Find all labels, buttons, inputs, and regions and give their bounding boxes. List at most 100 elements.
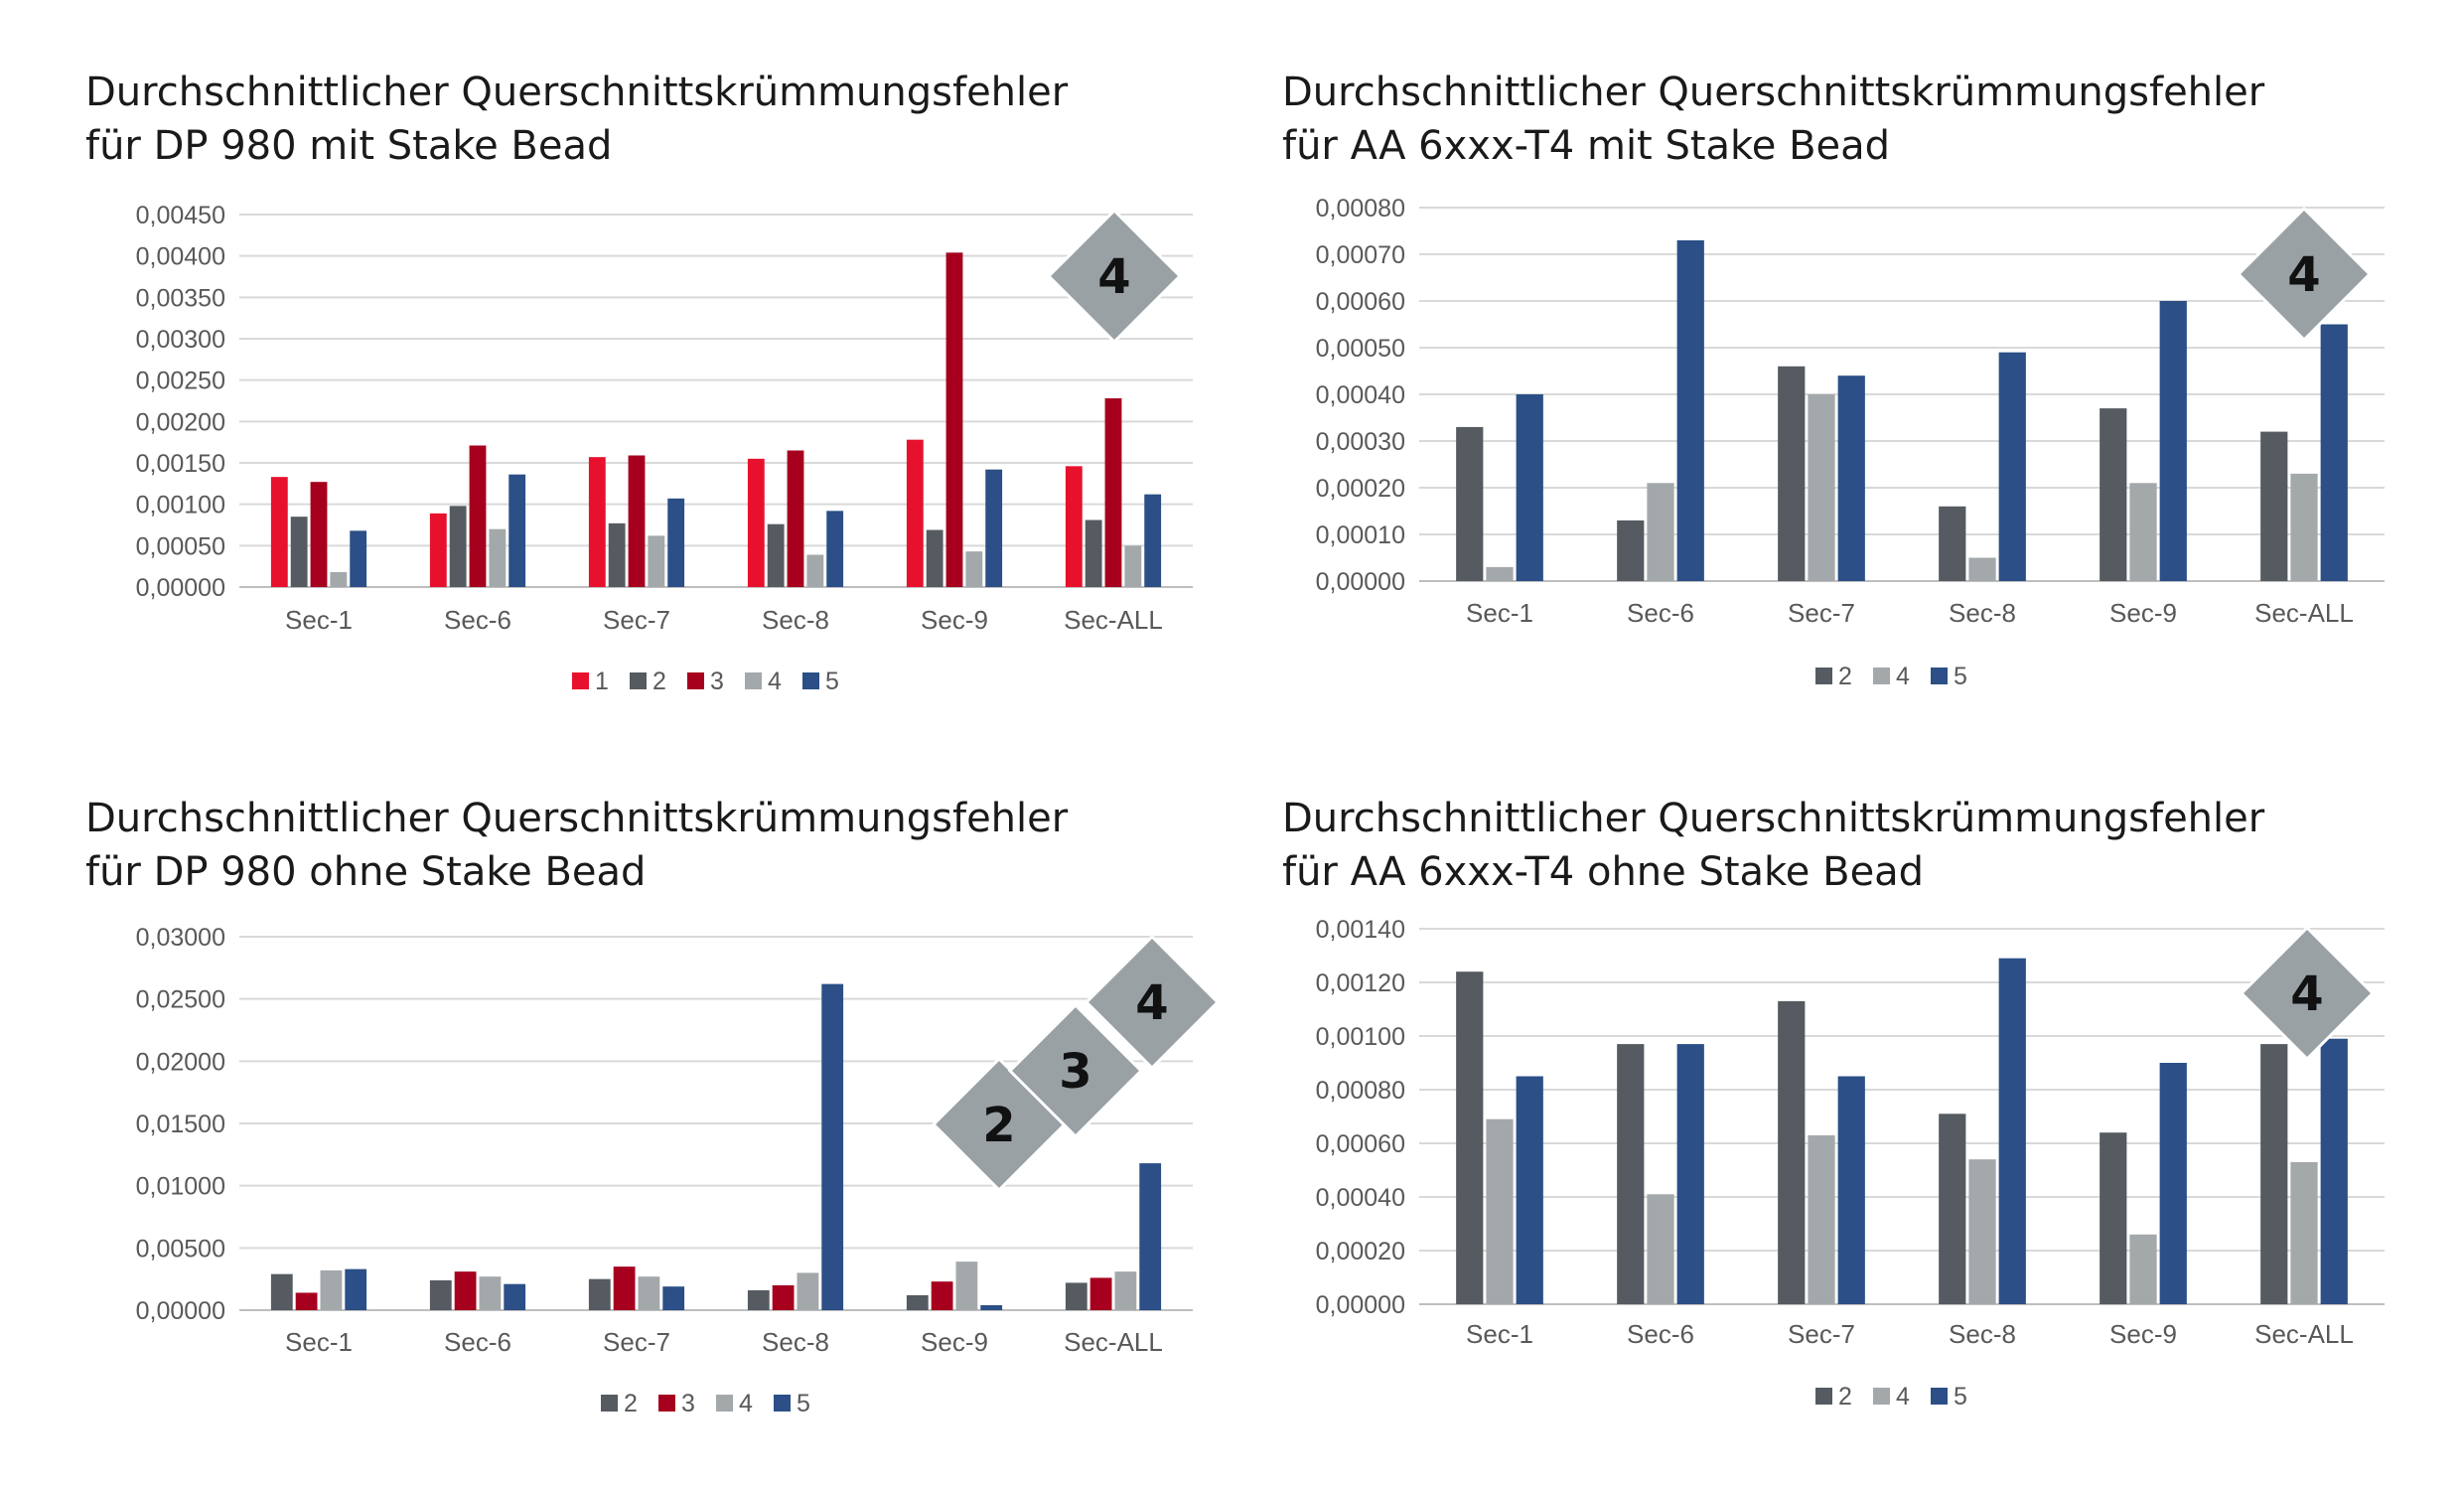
bar bbox=[1837, 1076, 1865, 1304]
y-tick-label: 0,00400 bbox=[136, 243, 225, 271]
bar bbox=[787, 450, 804, 587]
bar bbox=[613, 1266, 636, 1310]
x-tick-label: Sec-1 bbox=[285, 605, 353, 635]
bar bbox=[2320, 1038, 2348, 1304]
y-tick-label: 0,00150 bbox=[136, 450, 225, 478]
badge-diamond bbox=[2239, 925, 2376, 1062]
bar bbox=[985, 469, 1003, 587]
bar bbox=[747, 1289, 770, 1310]
bar bbox=[797, 1272, 819, 1310]
legend-swatch bbox=[1931, 668, 1948, 684]
bar bbox=[1065, 1282, 1087, 1310]
y-tick-label: 0,00050 bbox=[1316, 335, 1405, 363]
legend-label: 5 bbox=[797, 1390, 810, 1417]
bar bbox=[667, 498, 685, 587]
y-tick-label: 0,00060 bbox=[1316, 288, 1405, 316]
legend-label: 4 bbox=[1896, 1383, 1910, 1411]
x-tick-label: Sec-6 bbox=[444, 1327, 511, 1357]
bar bbox=[2129, 1234, 2157, 1304]
bar bbox=[926, 529, 943, 587]
bar bbox=[1808, 1134, 1835, 1304]
y-tick-label: 0,00500 bbox=[136, 1235, 225, 1263]
bar bbox=[1676, 239, 1704, 581]
bar bbox=[767, 523, 785, 587]
legend-label: 5 bbox=[1954, 1383, 1967, 1411]
y-tick-label: 0,00250 bbox=[136, 368, 225, 395]
y-tick-label: 0,00000 bbox=[1316, 1291, 1405, 1319]
legend-swatch bbox=[1815, 1388, 1832, 1405]
badge-label: 4 bbox=[1135, 975, 1168, 1031]
bar bbox=[662, 1286, 685, 1310]
bar bbox=[945, 252, 963, 588]
x-tick-label: Sec-ALL bbox=[2254, 1319, 2354, 1349]
badge-label: 3 bbox=[1059, 1044, 1091, 1100]
bar bbox=[955, 1262, 978, 1310]
legend-swatch bbox=[658, 1395, 675, 1412]
bar bbox=[1998, 958, 2026, 1304]
legend-label: 2 bbox=[624, 1390, 638, 1417]
y-tick-label: 0,00020 bbox=[1316, 1238, 1405, 1265]
x-tick-label: Sec-9 bbox=[921, 605, 988, 635]
legend-label: 2 bbox=[1838, 663, 1852, 690]
bar-chart: 0,00000 0,00500 0,01000 0,01500 0,02000 0,025… bbox=[136, 924, 1221, 1417]
bar bbox=[772, 1284, 795, 1310]
bar bbox=[1516, 394, 1543, 581]
legend-label: 2 bbox=[652, 668, 666, 695]
y-tick-label: 0,03000 bbox=[136, 924, 225, 952]
y-tick-label: 0,00000 bbox=[1316, 568, 1405, 596]
legend-label: 4 bbox=[1896, 663, 1910, 690]
bar bbox=[320, 1269, 343, 1310]
x-tick-label: Sec-7 bbox=[603, 605, 670, 635]
bar bbox=[628, 455, 646, 587]
bar bbox=[1939, 1114, 1966, 1304]
y-tick-label: 0,00060 bbox=[1316, 1130, 1405, 1158]
chart-panel-aa6xxx-with-stake-bead: Durchschnittlicher Querschnittskrümmungs… bbox=[1282, 66, 2404, 721]
bar bbox=[479, 1276, 502, 1310]
y-tick-label: 0,00140 bbox=[1316, 916, 1405, 944]
x-tick-label: Sec-7 bbox=[603, 1327, 670, 1357]
legend-label: 5 bbox=[825, 668, 839, 695]
bar-chart: 0,00000 0,00010 0,00020 0,00030 0,00040 0,000… bbox=[1316, 195, 2385, 690]
bar bbox=[290, 517, 308, 587]
legend-swatch bbox=[1873, 1388, 1890, 1405]
bar bbox=[1456, 426, 1484, 581]
bar bbox=[1939, 506, 1966, 581]
bar bbox=[489, 528, 507, 587]
legend-label: 4 bbox=[739, 1390, 753, 1417]
y-tick-label: 0,00040 bbox=[1316, 381, 1405, 409]
x-tick-label: Sec-7 bbox=[1788, 1319, 1855, 1349]
bar bbox=[1998, 352, 2026, 581]
badge-label: 4 bbox=[1097, 249, 1130, 305]
bar bbox=[1617, 1044, 1645, 1304]
legend-swatch bbox=[1815, 668, 1832, 684]
bar bbox=[2260, 431, 2288, 581]
bar bbox=[906, 439, 924, 587]
x-tick-label: Sec-1 bbox=[1466, 598, 1533, 628]
badge-diamond bbox=[2236, 206, 2373, 343]
x-tick-label: Sec-1 bbox=[285, 1327, 353, 1357]
y-tick-label: 0,00050 bbox=[136, 532, 225, 560]
legend-swatch bbox=[716, 1395, 733, 1412]
bar bbox=[1808, 394, 1835, 581]
bar bbox=[638, 1276, 660, 1310]
bar bbox=[1778, 1000, 1806, 1304]
y-tick-label: 0,02000 bbox=[136, 1048, 225, 1076]
bar bbox=[2100, 408, 2127, 581]
bar bbox=[2129, 483, 2157, 581]
y-tick-label: 0,00020 bbox=[1316, 475, 1405, 503]
y-tick-label: 0,01000 bbox=[136, 1173, 225, 1201]
y-tick-label: 0,00000 bbox=[136, 574, 225, 602]
x-tick-label: Sec-9 bbox=[2109, 1319, 2177, 1349]
bar bbox=[270, 477, 288, 587]
y-tick-label: 0,00030 bbox=[1316, 428, 1405, 456]
y-tick-label: 0,00080 bbox=[1316, 195, 1405, 223]
bar bbox=[1139, 1163, 1162, 1310]
bar bbox=[2100, 1132, 2127, 1304]
bar bbox=[1486, 566, 1514, 581]
bar bbox=[980, 1304, 1003, 1310]
bar bbox=[1144, 494, 1162, 587]
bar bbox=[1647, 483, 1674, 581]
x-tick-label: Sec-ALL bbox=[1064, 1327, 1163, 1357]
legend-label: 4 bbox=[768, 668, 782, 695]
chart-title: Durchschnittlicher Querschnittskrümmungs… bbox=[1282, 796, 2265, 895]
